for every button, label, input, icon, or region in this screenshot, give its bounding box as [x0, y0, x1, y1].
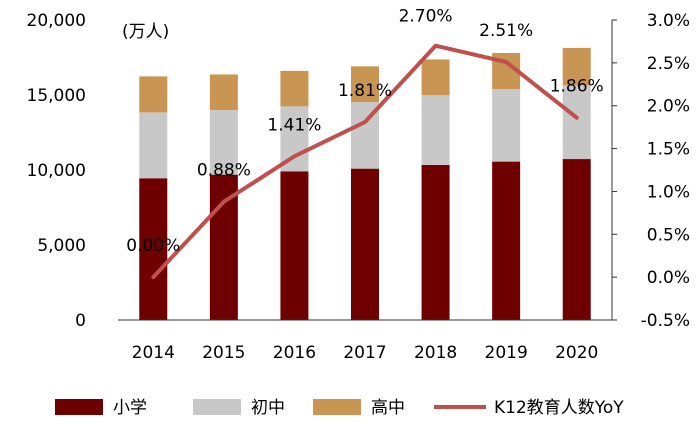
left-y-tick-label: 10,000	[27, 161, 86, 181]
x-tick-label: 2014	[132, 343, 175, 363]
bar-segment	[280, 70, 309, 107]
unit-label: (万人)	[122, 22, 169, 42]
legend-swatch	[313, 399, 361, 415]
left-y-tick-label: 0	[75, 311, 86, 331]
x-axis-ticks: 2014 2015 2016 2017 2018 2019 2020	[132, 343, 599, 363]
yoy-data-label: 2.70%	[399, 7, 453, 27]
left-y-axis: 0 5,000 10,000 15,000 20,000	[27, 11, 86, 331]
bar-segment	[139, 178, 168, 320]
right-y-axis: -0.5% 0.0% 0.5% 1.0% 1.5% 2.0% 2.5% 3.0%	[611, 11, 690, 331]
bar-segment	[280, 171, 309, 320]
bar-segment	[209, 74, 238, 110]
x-tick-label: 2016	[273, 343, 316, 363]
legend-swatch	[193, 399, 241, 415]
bar-segment	[421, 164, 450, 320]
legend-swatch	[55, 399, 103, 415]
bar-segment	[421, 95, 450, 165]
left-y-tick-label: 20,000	[27, 11, 86, 31]
yoy-data-label: 1.41%	[267, 115, 321, 135]
yoy-data-labels: 0.00% 0.88% 1.41% 1.81% 2.70% 2.51% 1.86%	[126, 7, 603, 256]
x-tick-label: 2019	[485, 343, 528, 363]
bar-segment	[562, 47, 591, 86]
x-tick-label: 2017	[343, 343, 386, 363]
right-y-tick-label: 1.0%	[647, 182, 690, 202]
yoy-data-label: 1.81%	[338, 81, 392, 101]
bar-segment	[139, 76, 168, 113]
bar-segment	[421, 59, 450, 96]
bar-segment	[139, 112, 168, 179]
yoy-data-label: 2.51%	[479, 21, 533, 41]
legend-label: 初中	[251, 398, 285, 418]
x-tick-label: 2015	[202, 343, 245, 363]
left-y-tick-label: 15,000	[27, 86, 86, 106]
left-y-tick-label: 5,000	[37, 236, 86, 256]
yoy-data-label: 1.86%	[550, 77, 604, 97]
right-y-tick-label: 2.5%	[647, 54, 690, 74]
bar-segment	[492, 89, 521, 162]
bar-segment	[351, 168, 379, 320]
right-y-tick-label: 0.0%	[647, 268, 690, 288]
bar-segment	[351, 66, 379, 103]
yoy-line	[151, 43, 579, 280]
yoy-data-label: 0.00%	[126, 236, 180, 256]
legend-label: 高中	[371, 398, 405, 418]
legend-label: 小学	[113, 398, 147, 418]
x-tick-label: 2020	[555, 343, 598, 363]
x-tick-label: 2018	[414, 343, 457, 363]
right-y-tick-label: 3.0%	[647, 11, 690, 31]
right-y-tick-label: 0.5%	[647, 225, 690, 245]
bar-segment	[209, 110, 238, 175]
legend: 小学 初中 高中 K12教育人数YoY	[55, 398, 624, 418]
bar-segment	[209, 174, 238, 320]
right-y-tick-label: 2.0%	[647, 97, 690, 117]
yoy-data-label: 0.88%	[197, 161, 251, 181]
right-y-tick-label: -0.5%	[641, 311, 690, 331]
legend-label: K12教育人数YoY	[494, 398, 624, 418]
bar-segment	[562, 85, 591, 160]
right-y-tick-label: 1.5%	[647, 140, 690, 160]
bar-segment	[492, 161, 521, 320]
bar-segment	[562, 159, 591, 320]
